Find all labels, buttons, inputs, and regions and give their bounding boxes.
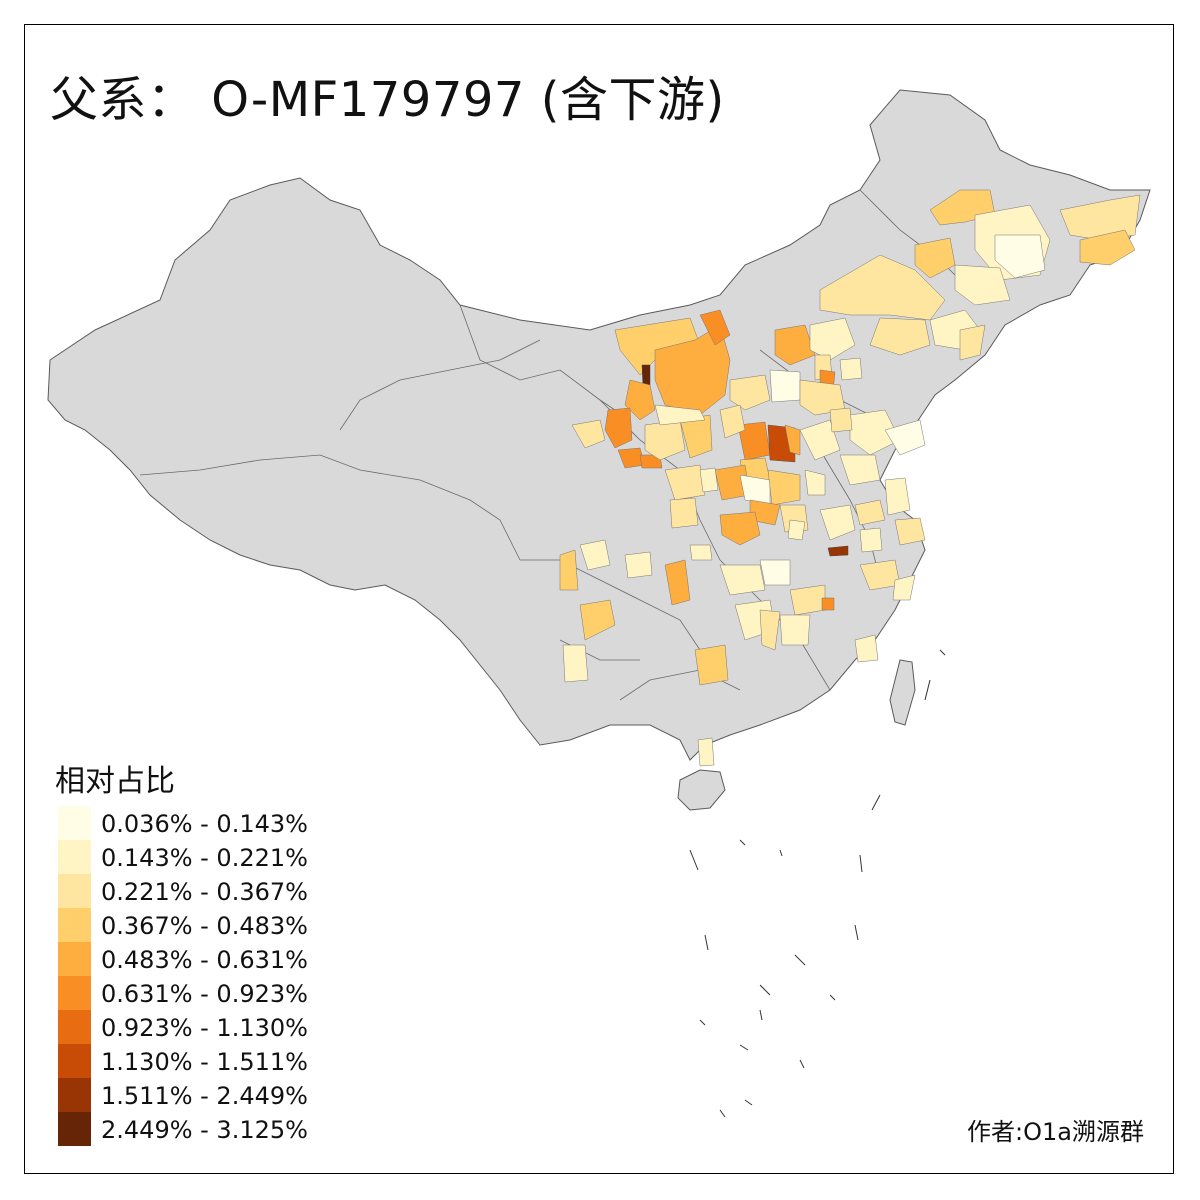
- legend-swatch: [58, 1078, 91, 1112]
- legend-item: 1.130% - 1.511%: [58, 1044, 358, 1078]
- region-bj: [839, 357, 863, 381]
- region-gs-2: [604, 407, 633, 449]
- south-sea-islands: [689, 649, 946, 1118]
- region-ah-3: [859, 527, 883, 553]
- hainan-island: [677, 769, 726, 811]
- region-ah-1: [819, 504, 856, 541]
- region-hb-s-2: [759, 559, 791, 586]
- legend-swatch: [58, 942, 91, 976]
- region-hb-s-3: [789, 584, 826, 616]
- region-nmw-1: [654, 324, 731, 416]
- legend-label: 2.449% - 3.125%: [101, 1116, 308, 1144]
- legend-label: 1.511% - 2.449%: [101, 1082, 308, 1110]
- region-ah-hf: [827, 545, 849, 557]
- region-sx-c-5: [799, 419, 841, 461]
- legend-label: 1.130% - 1.511%: [101, 1048, 308, 1076]
- region-sxw-3: [654, 404, 706, 426]
- region-nmw-2: [699, 309, 731, 346]
- legend-swatch: [58, 806, 91, 840]
- region-hun-3: [779, 614, 811, 646]
- region-sc-2: [559, 549, 579, 591]
- region-hn-3: [767, 469, 801, 506]
- region-ln-2: [959, 324, 986, 361]
- legend-swatch: [58, 908, 91, 942]
- region-sd-3: [839, 454, 881, 486]
- legend-label: 0.036% - 0.143%: [101, 810, 308, 838]
- region-hb-nw: [774, 324, 816, 366]
- author-credit: 作者:O1a溯源群: [967, 1118, 1144, 1146]
- region-hn-6: [804, 469, 826, 496]
- region-sn-3: [699, 467, 719, 493]
- region-sx-c-3: [784, 424, 801, 456]
- region-cq-1: [664, 559, 691, 606]
- legend-item: 0.631% - 0.923%: [58, 976, 358, 1010]
- region-nm-2: [869, 317, 931, 356]
- region-sc-1: [579, 539, 611, 571]
- region-yn-1: [562, 644, 589, 683]
- legend-label: 0.221% - 0.367%: [101, 878, 308, 906]
- legend-swatch: [58, 1010, 91, 1044]
- legend-label: 0.923% - 1.130%: [101, 1014, 308, 1042]
- region-nx-2: [624, 379, 656, 421]
- region-gd-1: [697, 737, 715, 767]
- legend-item: 1.511% - 2.449%: [58, 1078, 358, 1112]
- legend-item: 0.483% - 0.631%: [58, 942, 358, 976]
- legend-swatch: [58, 976, 91, 1010]
- region-hun-2: [759, 609, 781, 651]
- region-hb-s-1: [719, 564, 766, 596]
- region-sx-n-1: [729, 374, 771, 411]
- region-ne-5: [1079, 229, 1136, 266]
- region-sd-4: [829, 407, 853, 433]
- region-jx-1: [854, 634, 879, 663]
- region-ne-4: [1059, 194, 1141, 241]
- region-sn-1: [719, 511, 761, 546]
- region-cq-2: [689, 544, 713, 561]
- region-sd-1: [849, 409, 901, 456]
- legend-swatch: [58, 1044, 91, 1078]
- region-zj-2: [892, 574, 916, 601]
- region-js-1: [884, 477, 911, 516]
- region-sn-2: [664, 464, 706, 501]
- region-js-2: [894, 517, 926, 546]
- legend-item: 0.923% - 1.130%: [58, 1010, 358, 1044]
- region-hn-7: [787, 519, 806, 541]
- legend-title: 相对占比: [55, 764, 175, 799]
- map-title: 父系： O-MF179797 (含下游): [50, 72, 725, 128]
- region-sd-2: [884, 419, 926, 456]
- region-sx-c-4: [719, 404, 746, 439]
- legend-item: 0.221% - 0.367%: [58, 874, 358, 908]
- region-ne-6: [914, 237, 956, 279]
- legend-label: 0.631% - 0.923%: [101, 980, 308, 1008]
- taiwan-island: [889, 659, 916, 726]
- region-gs-1: [571, 419, 606, 449]
- region-hb-s-4: [821, 597, 835, 611]
- legend-swatch: [58, 874, 91, 908]
- legend-label: 0.367% - 0.483%: [101, 912, 308, 940]
- region-sc-4: [579, 599, 616, 641]
- region-ne-7: [954, 264, 1011, 306]
- legend-swatch: [58, 1112, 91, 1146]
- legend-label: 0.483% - 0.631%: [101, 946, 308, 974]
- legend-label: 0.143% - 0.221%: [101, 844, 308, 872]
- prefecture-regions: [559, 189, 1141, 767]
- region-ne-3: [994, 234, 1046, 279]
- legend-item: 0.143% - 0.221%: [58, 840, 358, 874]
- region-ah-2: [854, 499, 886, 526]
- legend-swatch: [58, 840, 91, 874]
- legend-item: 0.367% - 0.483%: [58, 908, 358, 942]
- region-gx-1: [694, 644, 729, 686]
- region-hb-n-1: [809, 317, 856, 361]
- region-sx-n-2: [769, 369, 801, 403]
- legend-item: 2.449% - 3.125%: [58, 1112, 358, 1146]
- region-sn-4: [669, 497, 699, 529]
- legend-item: 0.036% - 0.143%: [58, 806, 358, 840]
- region-sc-3: [624, 551, 653, 579]
